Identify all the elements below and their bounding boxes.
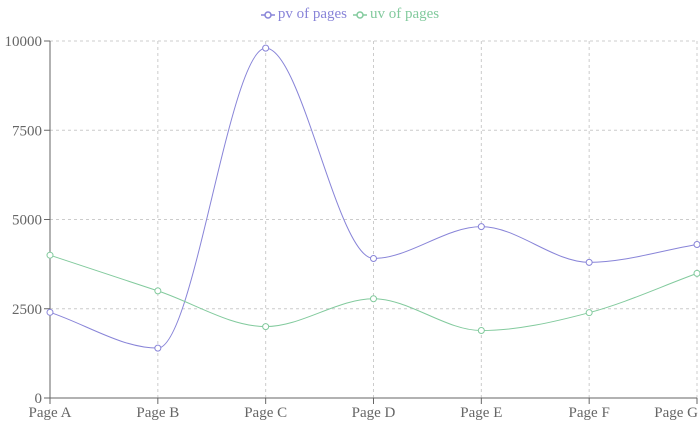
data-point-pv-of-pages[interactable] <box>693 240 700 248</box>
data-point-uv-of-pages[interactable] <box>693 269 700 277</box>
y-tick-label: 0 <box>35 391 43 407</box>
data-point-pv-of-pages[interactable] <box>262 44 270 52</box>
data-point-uv-of-pages[interactable] <box>46 251 54 259</box>
legend-line-marker-icon <box>353 10 367 19</box>
y-tick-label: 5000 <box>12 213 42 229</box>
series-line-pv-of-pages <box>49 47 698 349</box>
legend-label: uv of pages <box>370 6 440 22</box>
chart-legend: pv of pages uv of pages <box>0 4 700 24</box>
legend-item-uv-of-pages[interactable]: uv of pages <box>353 4 439 24</box>
data-point-uv-of-pages[interactable] <box>370 295 377 303</box>
y-tick-label: 10000 <box>5 34 43 50</box>
data-point-pv-of-pages[interactable] <box>46 308 54 316</box>
chart-axes: 0 2500 5000 7500 10000 Page A Page B Page C Page… <box>5 34 699 421</box>
x-tick-label: Page B <box>136 405 179 421</box>
legend-line-marker-icon <box>260 10 275 19</box>
x-tick-label: Page C <box>244 405 287 421</box>
x-tick-label: Page A <box>29 405 72 421</box>
grid-lines <box>50 40 698 398</box>
data-point-pv-of-pages[interactable] <box>585 258 593 266</box>
data-point-uv-of-pages[interactable] <box>585 309 593 317</box>
data-point-pv-of-pages[interactable] <box>370 254 377 262</box>
series-dots <box>46 44 700 352</box>
data-point-pv-of-pages[interactable] <box>477 223 485 231</box>
y-tick-label: 2500 <box>12 302 42 318</box>
legend-label: pv of pages <box>277 6 347 22</box>
x-tick-label: Page F <box>569 405 610 421</box>
data-point-uv-of-pages[interactable] <box>154 287 162 295</box>
legend-item-pv-of-pages[interactable]: pv of pages <box>260 4 347 24</box>
y-tick-label: 7500 <box>12 123 42 139</box>
data-point-uv-of-pages[interactable] <box>477 327 485 335</box>
data-point-uv-of-pages[interactable] <box>262 323 270 331</box>
x-tick-label: Page G <box>654 405 698 421</box>
x-tick-label: Page D <box>352 405 396 421</box>
x-tick-label: Page E <box>460 405 502 421</box>
data-point-pv-of-pages[interactable] <box>154 344 162 352</box>
